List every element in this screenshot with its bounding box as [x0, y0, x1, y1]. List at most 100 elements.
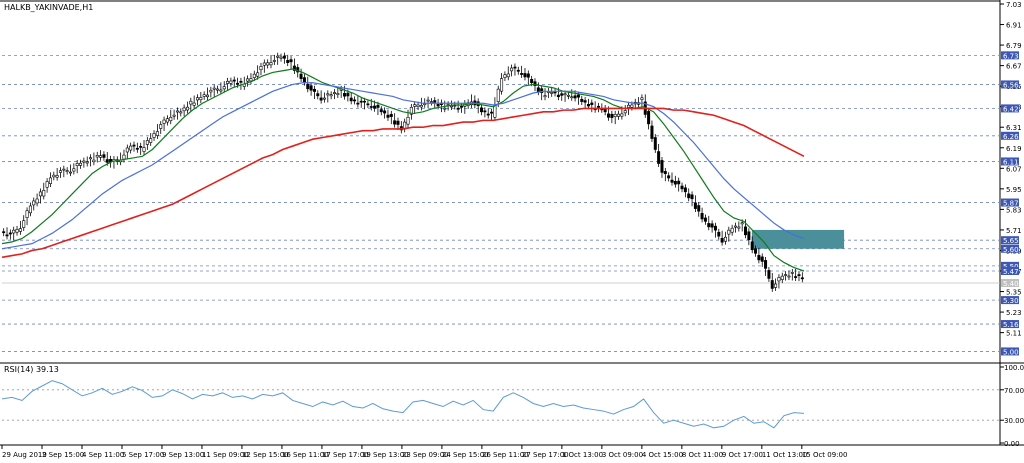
- candle-body: [175, 110, 179, 113]
- price-tick-label: 5.71: [1006, 227, 1022, 235]
- candle-body: [336, 93, 340, 95]
- candle-body: [543, 95, 547, 98]
- candle-body: [576, 94, 580, 98]
- candle-body: [62, 168, 66, 171]
- candle-body: [680, 185, 684, 190]
- candle-body: [650, 125, 654, 139]
- time-tick-label: 4 Sep 11:00: [82, 451, 124, 459]
- candle-body: [506, 73, 510, 78]
- rsi-tick-label: 70.00: [1004, 387, 1024, 395]
- time-tick-label: 19 Sep 13:00: [362, 451, 409, 459]
- candle-body: [282, 55, 286, 59]
- candle-body: [236, 82, 240, 85]
- candle-body: [195, 97, 199, 101]
- candle-body: [89, 157, 93, 160]
- candle-body: [433, 100, 437, 103]
- time-tick-label: 8 Oct 11:00: [682, 451, 723, 459]
- candle-body: [784, 274, 788, 276]
- candle-body: [760, 256, 764, 262]
- candle-body: [389, 114, 393, 117]
- level-label-box: [1001, 244, 1019, 253]
- zone-rectangle: [751, 229, 845, 249]
- candle-body: [540, 88, 544, 93]
- level-label-box: [1001, 296, 1019, 305]
- candle-body: [312, 88, 316, 92]
- candle-body: [713, 225, 717, 231]
- candle-body: [306, 83, 310, 90]
- candle-body: [222, 86, 226, 90]
- candle-body: [423, 103, 427, 106]
- candle-body: [256, 72, 260, 77]
- candle-body: [202, 94, 206, 97]
- candle-body: [15, 229, 19, 233]
- candle-body: [35, 198, 39, 204]
- time-tick-label: 24 Sep 15:00: [442, 451, 489, 459]
- candle-body: [28, 205, 32, 214]
- candle-body: [563, 93, 567, 96]
- price-axis: 7.036.916.796.676.556.436.316.196.075.95…: [1000, 1, 1022, 356]
- candle-body: [456, 107, 460, 110]
- candle-body: [667, 175, 671, 179]
- candle-body: [8, 232, 12, 235]
- candle-body: [179, 111, 183, 114]
- time-tick-label: 16 Sep 11:00: [282, 451, 329, 459]
- candle-body: [2, 231, 6, 234]
- candle-body: [573, 95, 577, 99]
- candle-body: [125, 147, 129, 153]
- candle-body: [800, 277, 804, 280]
- candle-body: [5, 234, 9, 237]
- candle-body: [129, 145, 133, 151]
- candle-body: [25, 210, 29, 218]
- candle-body: [22, 220, 26, 228]
- candle-body: [65, 170, 69, 172]
- time-tick-label: 15 Oct 09:00: [802, 451, 848, 459]
- time-tick-label: 17 Sep 17:00: [322, 451, 369, 459]
- candle-body: [139, 145, 143, 148]
- candle-body: [449, 105, 453, 108]
- candle-body: [413, 104, 417, 107]
- candle-body: [155, 131, 159, 136]
- candle-body: [607, 113, 611, 118]
- candle-body: [226, 80, 230, 84]
- candle-body: [192, 102, 196, 106]
- price-tick-label: 6.67: [1006, 63, 1022, 71]
- level-label: 6.26: [1003, 133, 1019, 141]
- candle-body: [386, 114, 390, 118]
- candle-body: [266, 62, 270, 66]
- candle-body: [560, 93, 564, 96]
- candle-body: [459, 105, 463, 108]
- candle-body: [556, 94, 560, 98]
- time-tick-label: 27 Sep 17:00: [522, 451, 569, 459]
- candle-body: [687, 193, 691, 199]
- time-tick-label: 2 Sep 15:00: [42, 451, 84, 459]
- candle-body: [12, 229, 16, 234]
- candle-body: [503, 74, 507, 78]
- candle-body: [787, 275, 791, 278]
- candle-body: [142, 147, 146, 152]
- candle-body: [172, 114, 176, 117]
- candle-body: [727, 229, 731, 235]
- candle-body: [189, 100, 193, 105]
- level-label: 5.47: [1003, 268, 1019, 276]
- candles: [2, 52, 804, 292]
- candle-body: [510, 67, 514, 72]
- level-label-box: [1001, 80, 1019, 89]
- candle-body: [105, 159, 109, 163]
- candle-body: [75, 163, 79, 166]
- rsi-pane: 100.00 70.00 30.00 0.00: [1, 364, 1024, 448]
- candle-body: [717, 231, 721, 237]
- candle-body: [366, 103, 370, 106]
- time-tick-label: 26 Sep 11:00: [482, 451, 529, 459]
- candle-body: [229, 80, 233, 84]
- level-label: 5.65: [1003, 237, 1019, 245]
- rsi-title: RSI(14) 39.13: [4, 365, 59, 374]
- candle-body: [135, 147, 139, 150]
- candle-body: [383, 110, 387, 114]
- candle-body: [580, 98, 584, 102]
- candle-body: [343, 93, 347, 97]
- candle-body: [246, 78, 250, 82]
- candle-body: [239, 80, 243, 83]
- time-tick-label: 1 Oct 13:00: [562, 451, 603, 459]
